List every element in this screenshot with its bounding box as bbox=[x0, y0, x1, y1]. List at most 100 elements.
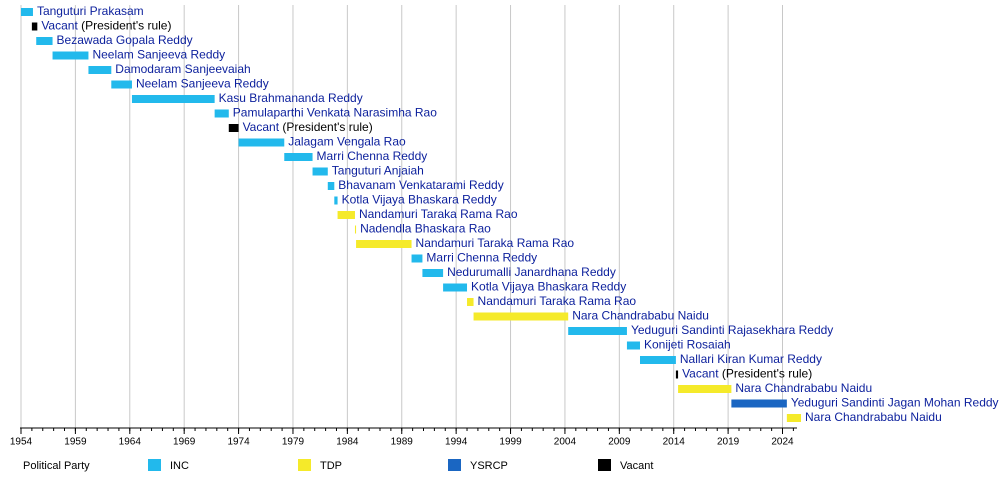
term-bar bbox=[131, 95, 215, 103]
term-bar bbox=[312, 167, 328, 176]
term-bar bbox=[411, 254, 423, 263]
x-tick-label: 1999 bbox=[499, 437, 522, 448]
x-tick-label: 1959 bbox=[64, 437, 87, 448]
cm-name: Neelam Sanjeeva Reddy bbox=[136, 77, 269, 91]
term-bar bbox=[31, 22, 38, 31]
cm-note: (President's rule) bbox=[722, 367, 812, 381]
term-bar bbox=[284, 153, 313, 161]
x-tick-label: 1989 bbox=[391, 437, 414, 448]
x-tick-label: 1954 bbox=[10, 437, 33, 448]
bar-label: Bezawada Gopala Reddy bbox=[57, 33, 193, 47]
x-tick-label: 1979 bbox=[282, 437, 305, 448]
term-bar bbox=[111, 80, 132, 89]
bar-label: Nedurumalli Janardhana Reddy bbox=[447, 265, 616, 279]
cm-name: Nandamuri Taraka Rama Rao bbox=[359, 207, 518, 221]
term-bar bbox=[467, 298, 474, 306]
bar-label: Nandamuri Taraka Rama Rao bbox=[478, 294, 637, 308]
cm-name: Nandamuri Taraka Rama Rao bbox=[478, 294, 637, 308]
term-bar bbox=[214, 109, 229, 118]
cm-name: Nara Chandrababu Naidu bbox=[735, 381, 872, 395]
term-bar bbox=[356, 240, 412, 248]
bar-label: Kotla Vijaya Bhaskara Reddy bbox=[471, 280, 626, 294]
cm-name: Nedurumalli Janardhana Reddy bbox=[447, 265, 616, 279]
cm-name: Jalagam Vengala Rao bbox=[288, 135, 406, 149]
term-bar bbox=[36, 37, 53, 45]
term-bar bbox=[228, 124, 239, 132]
x-tick-label: 2024 bbox=[771, 437, 794, 448]
term-bar bbox=[473, 312, 569, 321]
bar-label: Konijeti Rosaiah bbox=[644, 338, 731, 352]
legend-title: Political Party bbox=[23, 460, 90, 472]
term-bar bbox=[238, 138, 285, 147]
x-tick-label: 1964 bbox=[119, 437, 142, 448]
legend-label: Vacant bbox=[620, 460, 653, 472]
legend-label: INC bbox=[170, 460, 189, 472]
legend-label: TDP bbox=[320, 460, 342, 472]
term-bar bbox=[626, 341, 640, 350]
bar-label: Tanguturi Anjaiah bbox=[332, 164, 424, 178]
bar-label: Tanguturi Prakasam bbox=[37, 4, 144, 18]
bar-label: Nallari Kiran Kumar Reddy bbox=[680, 352, 822, 366]
legend-swatch bbox=[298, 459, 311, 471]
bar-label: Bhavanam Venkatarami Reddy bbox=[338, 178, 503, 192]
cm-name: Yeduguri Sandinti Jagan Mohan Reddy bbox=[791, 396, 999, 410]
cm-name: Nandamuri Taraka Rama Rao bbox=[416, 236, 575, 250]
bar-label: Neelam Sanjeeva Reddy bbox=[136, 77, 269, 91]
cm-name: Konijeti Rosaiah bbox=[644, 338, 731, 352]
term-bar bbox=[337, 211, 355, 219]
term-bar bbox=[786, 414, 801, 422]
x-tick-label: 1969 bbox=[173, 437, 196, 448]
legend-swatch bbox=[598, 459, 611, 471]
bar-label: Marri Chenna Reddy bbox=[317, 149, 428, 163]
cm-name: Yeduguri Sandinti Rajasekhara Reddy bbox=[631, 323, 833, 337]
bar-label: Nadendla Bhaskara Rao bbox=[360, 222, 491, 236]
x-tick-label: 1984 bbox=[336, 437, 359, 448]
bar-label: Nandamuri Taraka Rama Rao bbox=[359, 207, 518, 221]
bar-label: Nara Chandrababu Naidu bbox=[572, 309, 709, 323]
bar-label: Vacant (President's rule) bbox=[243, 120, 373, 134]
term-bar bbox=[88, 66, 112, 74]
cm-name: Marri Chenna Reddy bbox=[426, 251, 537, 265]
bar-label: Kasu Brahmananda Reddy bbox=[219, 91, 363, 105]
term-bar bbox=[568, 327, 627, 335]
bar-label: Kotla Vijaya Bhaskara Reddy bbox=[342, 193, 497, 207]
bar-label: Jalagam Vengala Rao bbox=[288, 135, 406, 149]
x-tick-label: 1974 bbox=[227, 437, 250, 448]
term-bar bbox=[422, 269, 444, 277]
bar-label: Vacant (President's rule) bbox=[41, 19, 171, 33]
cm-name: Kotla Vijaya Bhaskara Reddy bbox=[342, 193, 497, 207]
cm-name: Tanguturi Anjaiah bbox=[332, 164, 424, 178]
cm-name: Nadendla Bhaskara Rao bbox=[360, 222, 491, 236]
cm-name: Kasu Brahmananda Reddy bbox=[219, 91, 363, 105]
cm-name: Bezawada Gopala Reddy bbox=[57, 33, 193, 47]
bar-label: Yeduguri Sandinti Jagan Mohan Reddy bbox=[791, 396, 999, 410]
bar-label: Marri Chenna Reddy bbox=[426, 251, 537, 265]
term-bar bbox=[443, 283, 468, 292]
bar-label: Nandamuri Taraka Rama Rao bbox=[416, 236, 575, 250]
cm-name: Nara Chandrababu Naidu bbox=[572, 309, 709, 323]
cm-note: (President's rule) bbox=[81, 19, 171, 33]
term-bar bbox=[327, 182, 335, 190]
bar-label: Yeduguri Sandinti Rajasekhara Reddy bbox=[631, 323, 833, 337]
term-bar bbox=[354, 225, 357, 234]
term-bar bbox=[675, 370, 679, 379]
cm-name: Nallari Kiran Kumar Reddy bbox=[680, 352, 822, 366]
cm-name: Bhavanam Venkatarami Reddy bbox=[338, 178, 503, 192]
cm-name: Vacant bbox=[682, 367, 719, 381]
x-tick-label: 2019 bbox=[717, 437, 740, 448]
term-bar bbox=[334, 196, 338, 205]
cm-note: (President's rule) bbox=[282, 120, 372, 134]
cm-name: Marri Chenna Reddy bbox=[317, 149, 428, 163]
bar-label: Pamulaparthi Venkata Narasimha Rao bbox=[233, 106, 437, 120]
x-tick-label: 2004 bbox=[554, 437, 577, 448]
x-tick-label: 1994 bbox=[445, 437, 468, 448]
term-bar bbox=[731, 399, 787, 408]
bar-label: Damodaram Sanjeevaiah bbox=[115, 62, 250, 76]
term-bar bbox=[52, 51, 89, 60]
x-tick-label: 2009 bbox=[608, 437, 631, 448]
cm-name: Tanguturi Prakasam bbox=[37, 4, 144, 18]
term-bar bbox=[21, 8, 33, 16]
bar-label: Vacant (President's rule) bbox=[682, 367, 812, 381]
legend-swatch bbox=[148, 459, 161, 471]
